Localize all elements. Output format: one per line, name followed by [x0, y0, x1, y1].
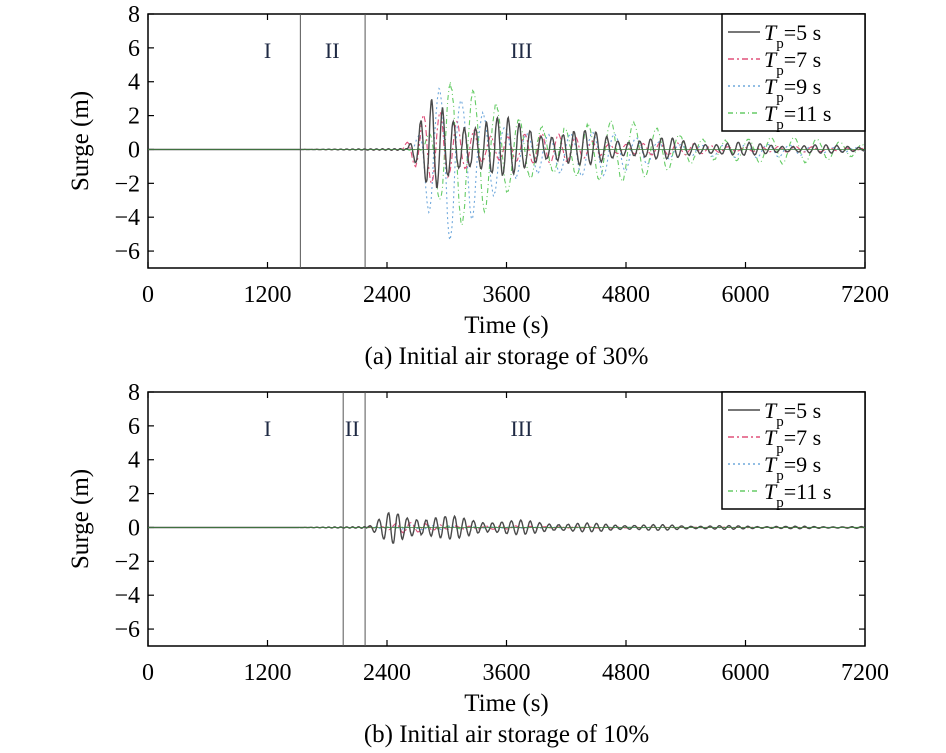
y-tick-label: 4 [128, 70, 140, 96]
legend-entry: Tp=9 s [764, 452, 821, 484]
y-tick-label: −6 [114, 617, 140, 643]
legend-entry: Tp=9 s [764, 74, 821, 106]
y-tick-label: −4 [114, 205, 140, 231]
x-axis-title: Time (s) [464, 690, 549, 717]
y-tick-label: −6 [114, 239, 140, 265]
series-group [148, 511, 865, 545]
x-axis-title: Time (s) [464, 312, 549, 339]
region-label: I [264, 38, 271, 63]
region-label: II [325, 38, 340, 63]
x-tick-label: 3600 [483, 282, 531, 308]
x-tick-label: 1200 [244, 282, 292, 308]
region-label: II [345, 416, 360, 441]
legend-entry: Tp=5 s [764, 398, 821, 430]
x-tick-label: 3600 [483, 660, 531, 686]
legend: Tp=5 sTp=7 sTp=9 sTp=11 s [721, 13, 866, 133]
x-tick-label: 0 [142, 282, 154, 308]
x-tick-label: 1200 [244, 660, 292, 686]
y-tick-label: 0 [128, 515, 140, 541]
legend-entry: Tp=11 s [764, 479, 831, 511]
y-tick-label: 6 [128, 36, 140, 62]
panel-caption: (b) Initial air storage of 10% [364, 721, 649, 748]
x-tick-label: 7200 [841, 282, 889, 308]
legend-entry: Tp=5 s [764, 20, 821, 52]
legend-entry: Tp=7 s [764, 425, 821, 457]
y-tick-label: 2 [128, 482, 140, 508]
region-label: III [510, 416, 532, 441]
y-tick-label: −2 [114, 171, 140, 197]
y-tick-label: 8 [128, 380, 140, 406]
y-tick-label: 8 [128, 2, 140, 28]
x-tick-label: 2400 [363, 660, 411, 686]
panel-caption: (a) Initial air storage of 30% [365, 343, 649, 370]
region-label: III [510, 38, 532, 63]
y-tick-label: 2 [128, 104, 140, 130]
legend: Tp=5 sTp=7 sTp=9 sTp=11 s [721, 391, 866, 511]
legend-box [721, 391, 866, 510]
x-tick-label: 4800 [602, 660, 650, 686]
region-label: I [264, 416, 271, 441]
legend-box [721, 13, 866, 132]
panel-a: 0 1200 2400 3600 4800 6000 7200 8 6 4 2 0 −2 −4 −6 Time… [67, 2, 889, 370]
y-tick-label: −2 [114, 549, 140, 575]
x-tick-label: 0 [142, 660, 154, 686]
panel-b: 0 1200 2400 3600 4800 6000 7200 8 6 4 2 0 −2 −4 −6 Time… [67, 380, 889, 748]
x-tick-label: 7200 [841, 660, 889, 686]
x-tick-label: 6000 [722, 282, 770, 308]
legend-entry: Tp=7 s [764, 47, 821, 79]
x-tick-label: 6000 [722, 660, 770, 686]
series-line-4 [148, 81, 865, 227]
x-tick-label: 4800 [602, 282, 650, 308]
y-axis-title: Surge (m) [67, 469, 94, 569]
y-axis-title: Surge (m) [67, 91, 94, 191]
y-tick-label: 0 [128, 137, 140, 163]
series-line-2 [148, 522, 865, 535]
y-tick-label: 6 [128, 414, 140, 440]
y-tick-label: 4 [128, 448, 140, 474]
y-tick-label: −4 [114, 583, 140, 609]
legend-entry: Tp=11 s [764, 101, 831, 133]
x-tick-label: 2400 [363, 282, 411, 308]
